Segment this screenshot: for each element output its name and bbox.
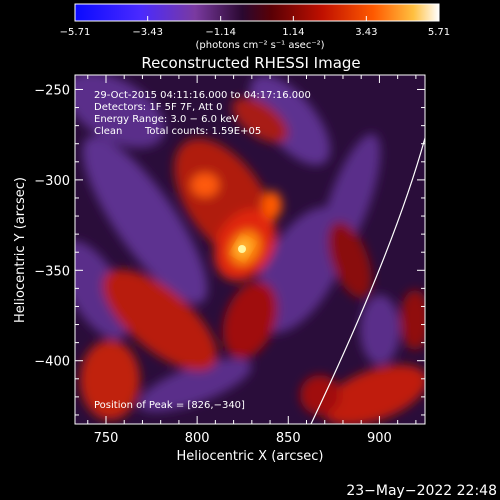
info-total-counts: Total counts: 1.59E+05 <box>144 126 261 137</box>
chart-title: Reconstructed RHESSI Image <box>141 54 360 72</box>
info-detectors: Detectors: 1F 5F 7F, Att 0 <box>94 102 222 113</box>
solar-limb-line <box>310 137 425 424</box>
colorbar-tick-label: 1.14 <box>282 27 304 38</box>
x-tick-label: 750 <box>94 431 119 446</box>
x-tick-label: 850 <box>276 431 301 446</box>
x-tick-label: 800 <box>185 431 210 446</box>
info-time-range: 29-Oct-2015 04:11:16.000 to 04:17:16.000 <box>94 90 311 101</box>
info-energy-range: Energy Range: 3.0 − 6.0 keV <box>94 114 239 125</box>
x-tick-label: 900 <box>367 431 392 446</box>
y-tick-label: −400 <box>34 355 70 370</box>
info-peak-position: Position of Peak = [826,−340] <box>94 400 245 411</box>
colorbar-tick-label: −3.43 <box>132 27 163 38</box>
plot-frame <box>74 74 426 425</box>
axis-ticks: 750 800 850 900 −250 −300 −350 −400 <box>34 75 425 446</box>
colorbar-ticks: −5.71 −3.43 −1.14 1.14 3.43 5.71 <box>60 16 450 38</box>
y-tick-label: −350 <box>34 264 70 279</box>
heatmap-image <box>75 75 425 424</box>
colorbar-tick-label: −5.71 <box>60 27 91 38</box>
colorbar <box>74 3 440 22</box>
y-tick-label: −250 <box>34 83 70 98</box>
x-axis-label: Heliocentric X (arcsec) <box>177 449 324 464</box>
info-method: Clean <box>94 126 122 137</box>
colorbar-tick-label: −1.14 <box>205 27 236 38</box>
y-tick-label: −300 <box>34 174 70 189</box>
colorbar-tick-label: 5.71 <box>428 27 450 38</box>
colorbar-tick-label: 3.43 <box>355 27 377 38</box>
colorbar-units-label: (photons cm⁻² s⁻¹ asec⁻²) <box>195 40 324 51</box>
y-axis-label: Heliocentric Y (arcsec) <box>13 177 28 323</box>
peak-marker <box>238 245 246 253</box>
footer-timestamp: 23−May−2022 22:48 <box>346 483 497 499</box>
